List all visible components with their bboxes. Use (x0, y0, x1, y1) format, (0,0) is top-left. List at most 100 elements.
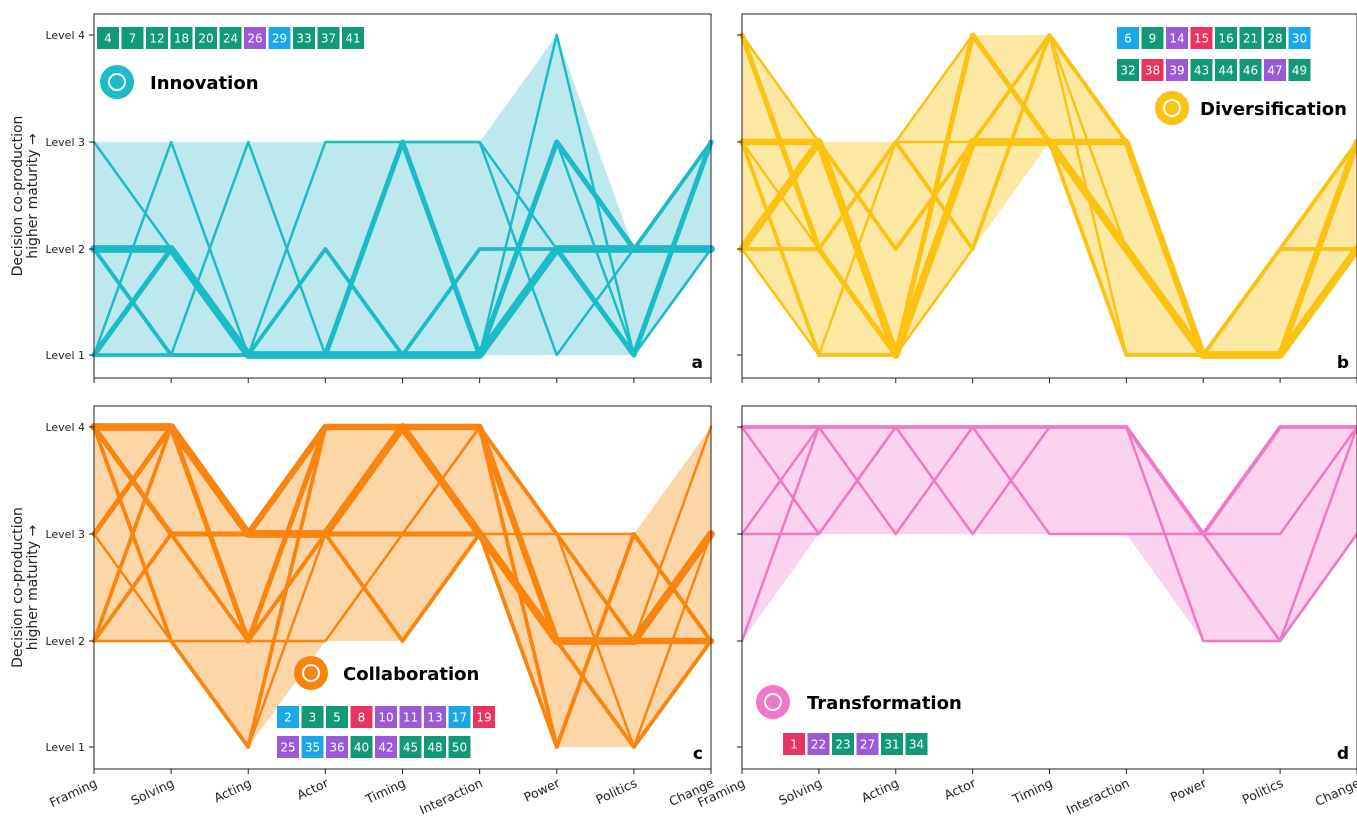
case-badge: 40 (350, 736, 373, 758)
case-badge-label: 21 (1243, 32, 1258, 46)
case-badge-bg (326, 706, 348, 728)
case-badge-label: 38 (1145, 64, 1160, 78)
case-badge-bg (399, 706, 422, 728)
case-badge-label: 45 (403, 741, 418, 755)
hands-together-icon-detail (302, 664, 320, 682)
case-badge-label: 50 (452, 741, 467, 755)
case-badge: 36 (326, 736, 348, 758)
case-badge: 9 (1141, 27, 1164, 49)
case-badge: 39 (1166, 59, 1188, 81)
case-badge-label: 39 (1169, 64, 1184, 78)
case-badge: 35 (301, 736, 324, 758)
case-badge-bg (277, 736, 299, 758)
case-badge: 4 (97, 27, 119, 49)
case-badge-label: 30 (1292, 32, 1307, 46)
case-badge: 37 (317, 27, 340, 49)
case-badge: 21 (1239, 27, 1262, 49)
case-badge: 26 (244, 27, 266, 49)
series-line-11 (740, 140, 1357, 357)
case-badge-label: 37 (321, 32, 336, 46)
xtick-label: Interaction (1064, 775, 1132, 817)
xtick-label: Acting (211, 775, 253, 805)
xtick-label: Solving (129, 775, 177, 808)
case-badge-label: 13 (427, 711, 442, 725)
case-badge-label: 41 (345, 32, 360, 46)
case-badge-bg (301, 736, 324, 758)
case-badge-bg (856, 733, 879, 755)
case-badge-label: 24 (223, 32, 238, 46)
case-badge: 1 (783, 733, 805, 755)
case-badge-bg (1239, 59, 1262, 81)
range-band (94, 427, 711, 747)
case-badge: 38 (1141, 59, 1164, 81)
case-badge-label: 23 (835, 738, 850, 752)
ytick-label: Level 3 (45, 528, 85, 541)
category-name: Transformation (807, 693, 962, 714)
case-badge-label: 47 (1267, 64, 1282, 78)
panel-letter: c (693, 744, 703, 764)
ytick-label: Level 2 (45, 243, 85, 256)
xtick-label: Power (521, 775, 562, 805)
case-badge-bg (1141, 59, 1164, 81)
case-badge-bg (905, 733, 928, 755)
panel-c: Level 1 Level 2 Level 3 Level 4 Framing Solvi… (10, 405, 717, 817)
case-badge-bg (1239, 27, 1262, 49)
shuffle-gear-icon (756, 685, 790, 719)
case-badge: 31 (881, 733, 903, 755)
case-badge-bg (448, 736, 471, 758)
xtick-label: Politics (1240, 775, 1286, 807)
ylabel: Decision co-production (10, 507, 26, 668)
series-line-6 (740, 425, 1357, 643)
case-badge-label: 25 (280, 741, 295, 755)
case-badge-label: 27 (860, 738, 875, 752)
case-badge-bg (342, 27, 364, 49)
case-badge: 20 (195, 27, 217, 49)
case-badge: 49 (1288, 59, 1311, 81)
case-badge: 33 (293, 27, 315, 49)
case-badge-bg (1264, 27, 1286, 49)
case-badge-label: 26 (247, 32, 262, 46)
case-badge-label: 15 (1194, 32, 1209, 46)
case-badge: 29 (268, 27, 291, 49)
case-badge-label: 2 (284, 711, 292, 725)
case-badge: 7 (121, 27, 144, 49)
case-badge-bg (97, 27, 119, 49)
case-badge: 45 (399, 736, 422, 758)
case-badge-label: 12 (149, 32, 164, 46)
case-badge: 6 (1117, 27, 1139, 49)
lightbulb-head-icon-detail (108, 73, 126, 91)
case-badge-bg (1190, 59, 1213, 81)
ytick-label: Level 1 (45, 349, 85, 362)
case-badge: 16 (1215, 27, 1237, 49)
case-badge-label: 18 (174, 32, 189, 46)
case-badge-bg (326, 736, 348, 758)
case-badge-label: 8 (358, 711, 366, 725)
case-badge: 13 (424, 706, 446, 728)
xtick-label: Power (1168, 775, 1209, 805)
case-badge-bg (375, 736, 397, 758)
case-badge: 3 (301, 706, 324, 728)
case-badge: 8 (350, 706, 373, 728)
xtick-label: Timing (362, 775, 408, 807)
hands-together-icon-shape (294, 656, 328, 690)
case-badge-label: 48 (427, 741, 442, 755)
case-badge-label: 20 (198, 32, 213, 46)
ylabel: higher maturity → (25, 524, 41, 650)
series-line-5 (740, 425, 1357, 536)
diversify-arrows-icon-detail (1163, 99, 1181, 117)
case-badge-bg (424, 736, 446, 758)
case-badge-bg (1288, 59, 1311, 81)
range-band (742, 35, 1357, 355)
case-badge: 15 (1190, 27, 1213, 49)
xtick-label: Actor (942, 775, 979, 803)
case-badge-bg (350, 736, 373, 758)
xtick-label: Solving (776, 775, 824, 808)
panel-d: Framing Solving Acting Actor Timing Interacti… (695, 405, 1357, 817)
ytick-label: Level 1 (45, 741, 85, 754)
case-badge-bg (1166, 59, 1188, 81)
case-badge-label: 9 (1149, 32, 1157, 46)
xtick-label: Timing (1009, 775, 1055, 807)
case-badge: 28 (1264, 27, 1286, 49)
case-badge: 34 (905, 733, 928, 755)
